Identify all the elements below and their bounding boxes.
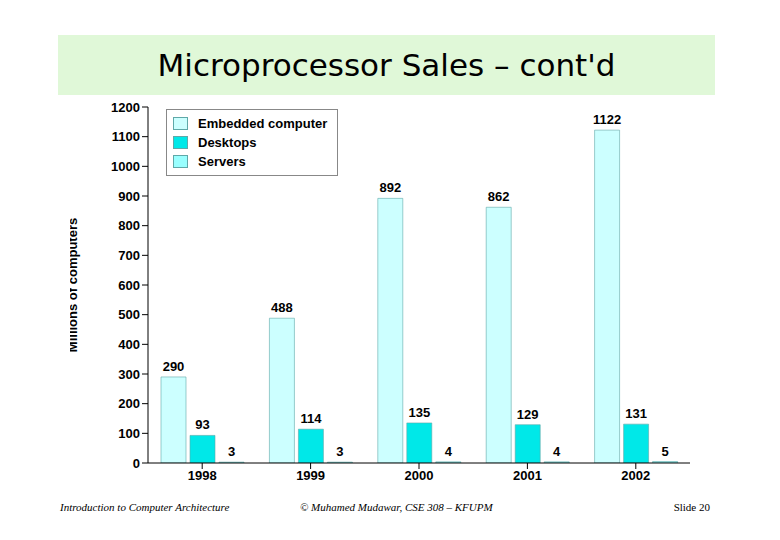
svg-text:100: 100: [118, 426, 140, 441]
svg-text:500: 500: [118, 307, 140, 322]
svg-text:1122: 1122: [593, 112, 621, 127]
svg-text:0: 0: [133, 456, 140, 471]
svg-text:1100: 1100: [112, 129, 140, 144]
svg-text:700: 700: [118, 248, 140, 263]
svg-text:1998: 1998: [188, 468, 217, 483]
svg-text:135: 135: [408, 405, 430, 420]
svg-text:862: 862: [488, 189, 510, 204]
svg-text:4: 4: [553, 444, 561, 459]
svg-text:600: 600: [118, 278, 140, 293]
svg-text:3: 3: [228, 444, 235, 459]
svg-text:2001: 2001: [513, 468, 542, 483]
html-text:Desktops: Desktops: [198, 135, 257, 150]
svg-text:5: 5: [661, 444, 668, 459]
svg-text:2002: 2002: [621, 468, 650, 483]
svg-text:1200: 1200: [111, 100, 140, 115]
html-text:Microprocessor Sales – cont'd: Microprocessor Sales – cont'd: [157, 47, 616, 83]
html-text:Slide 20: Slide 20: [673, 501, 710, 513]
svg-text:892: 892: [379, 180, 401, 195]
svg-text:4: 4: [445, 444, 453, 459]
svg-text:Millions of computers: Millions of computers: [70, 218, 80, 352]
svg-text:400: 400: [118, 337, 140, 352]
svg-text:200: 200: [118, 396, 140, 411]
svg-text:300: 300: [118, 367, 140, 382]
html-text:© Muhamed Mudawar, CSE 308 – K: © Muhamed Mudawar, CSE 308 – KFUPM: [300, 501, 493, 513]
svg-text:2000: 2000: [405, 468, 434, 483]
svg-text:114: 114: [300, 411, 322, 426]
svg-text:129: 129: [517, 407, 539, 422]
svg-text:1999: 1999: [296, 468, 325, 483]
svg-text:1000: 1000: [111, 159, 140, 174]
svg-text:900: 900: [118, 189, 140, 204]
svg-text:488: 488: [271, 300, 293, 315]
html-text:Servers: Servers: [198, 154, 246, 169]
svg-text:3: 3: [336, 444, 343, 459]
svg-text:290: 290: [163, 359, 185, 374]
svg-text:131: 131: [625, 406, 647, 421]
svg-text:93: 93: [195, 417, 209, 432]
html-text:Introduction to Computer Archi: Introduction to Computer Architecture: [60, 501, 230, 513]
svg-text:800: 800: [118, 218, 140, 233]
html-text:Embedded computer: Embedded computer: [198, 116, 328, 131]
